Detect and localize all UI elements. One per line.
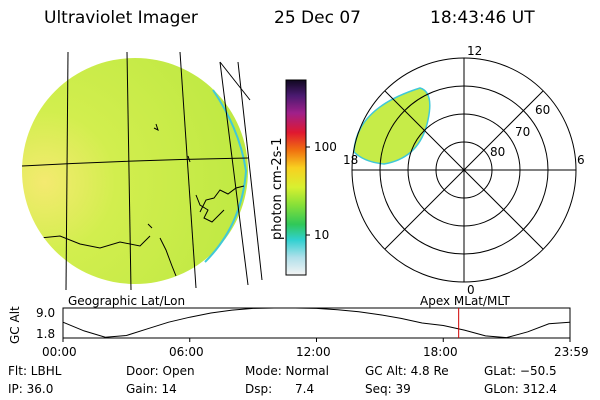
mlt-spokes bbox=[352, 58, 576, 282]
time-label: 18:43:46 UT bbox=[430, 8, 535, 28]
apex-label: Apex MLat/MLT bbox=[420, 294, 510, 308]
mlat-label-70: 70 bbox=[515, 125, 530, 139]
glon-value: GLon: 312.4 bbox=[484, 382, 557, 396]
gcalt-xtick-0000: 00:00 bbox=[42, 345, 77, 359]
glat-value: GLat: −50.5 bbox=[484, 364, 557, 378]
dsp-value: Dsp: 7.4 bbox=[245, 382, 315, 396]
door-value: Door: Open bbox=[126, 364, 195, 378]
gcalt-ytick-9: 9.0 bbox=[36, 306, 56, 320]
lat-lon-grid bbox=[21, 51, 263, 291]
gc-alt-value: GC Alt: 4.8 Re bbox=[365, 364, 449, 378]
polar-plot: 12 18 6 0 60 70 80 bbox=[343, 45, 585, 295]
gcalt-xtick-0600: 06:00 bbox=[169, 345, 204, 359]
geographic-label: Geographic Lat/Lon bbox=[68, 294, 186, 308]
gcalt-xtick-1200: 12:00 bbox=[296, 345, 331, 359]
ip-value: IP: 36.0 bbox=[8, 382, 54, 396]
mlt-label-18: 18 bbox=[343, 153, 358, 167]
instrument-title: Ultraviolet Imager bbox=[44, 8, 198, 28]
gcalt-ytick-1-8: 1.8 bbox=[36, 327, 56, 341]
flt-value: Flt: LBHL bbox=[8, 364, 62, 378]
mlt-label-12: 12 bbox=[467, 45, 482, 58]
gcalt-xtick-marks bbox=[62, 338, 571, 342]
gcalt-series-line bbox=[62, 307, 570, 339]
mlat-label-80: 80 bbox=[490, 145, 505, 159]
limb-edge bbox=[204, 89, 248, 263]
colorbar-scale bbox=[285, 79, 307, 276]
mlat-label-60: 60 bbox=[535, 103, 550, 117]
gcalt-frame bbox=[62, 307, 571, 339]
date-label: 25 Dec 07 bbox=[274, 8, 361, 28]
mlt-label-0: 0 bbox=[467, 283, 475, 295]
colorbar-tick-100: 100 bbox=[314, 140, 337, 154]
mode-value: Mode: Normal bbox=[245, 364, 329, 378]
gain-value: Gain: 14 bbox=[126, 382, 177, 396]
gcalt-xtick-2359: 23:59 bbox=[554, 345, 589, 359]
colorbar bbox=[285, 79, 310, 276]
colorbar-tick-10: 10 bbox=[314, 228, 330, 242]
seq-value: Seq: 39 bbox=[365, 382, 411, 396]
gcalt-xtick-1800: 18:00 bbox=[423, 345, 458, 359]
mlt-label-6: 6 bbox=[577, 153, 585, 167]
